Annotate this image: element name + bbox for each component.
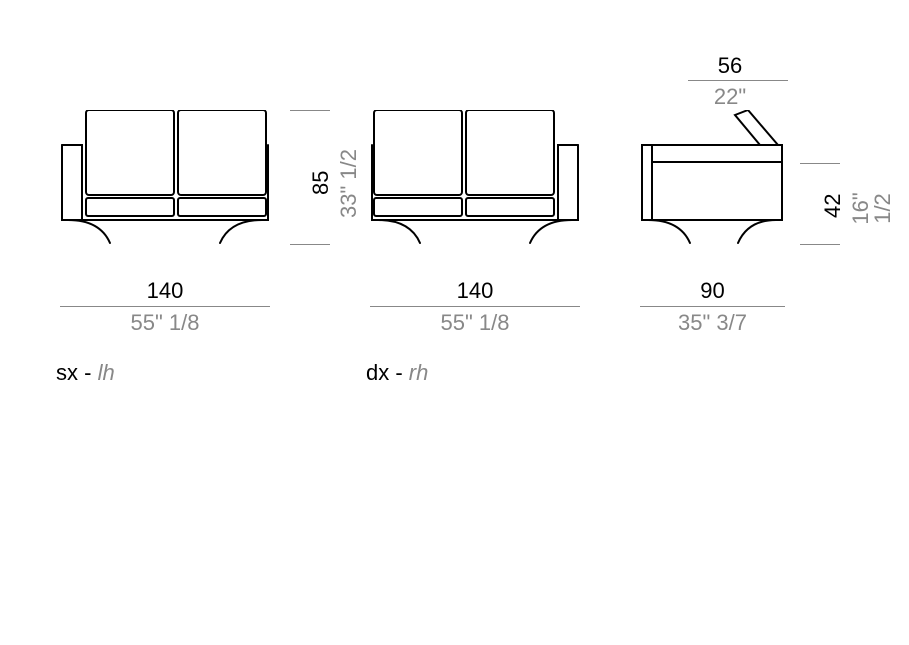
dim-rule bbox=[688, 80, 788, 81]
sofa-side bbox=[640, 110, 790, 245]
dim-cushion-in: 22" bbox=[700, 86, 760, 108]
dim-seat-in: 16" 1/2 bbox=[850, 179, 894, 238]
dim-lh-in: 55" 1/8 bbox=[60, 312, 270, 334]
label-rh-prefix: dx - bbox=[366, 360, 409, 385]
sofa-front-rh bbox=[370, 110, 580, 245]
dim-rh-cm: 140 bbox=[370, 280, 580, 302]
label-rh: dx - rh bbox=[366, 360, 428, 386]
dim-height-cm: 85 bbox=[310, 171, 332, 195]
dim-rh-in: 55" 1/8 bbox=[370, 312, 580, 334]
dim-cushion-cm: 56 bbox=[700, 55, 760, 77]
dim-height-in: 33" 1/2 bbox=[338, 149, 360, 218]
dim-lh-cm: 140 bbox=[60, 280, 270, 302]
dim-side-in: 35" 3/7 bbox=[640, 312, 785, 334]
label-lh: sx - lh bbox=[56, 360, 115, 386]
label-lh-prefix: sx - bbox=[56, 360, 98, 385]
dim-rule bbox=[60, 306, 270, 307]
dim-rule bbox=[290, 244, 330, 245]
dim-rule bbox=[800, 163, 840, 164]
dim-seat-cm: 42 bbox=[822, 194, 844, 218]
dim-side-cm: 90 bbox=[640, 280, 785, 302]
dim-rule bbox=[290, 110, 330, 111]
label-rh-suffix: rh bbox=[409, 360, 429, 385]
sofa-front-lh bbox=[60, 110, 270, 245]
dim-rule bbox=[800, 244, 840, 245]
dim-rule bbox=[370, 306, 580, 307]
dim-rule bbox=[640, 306, 785, 307]
label-lh-suffix: lh bbox=[98, 360, 115, 385]
